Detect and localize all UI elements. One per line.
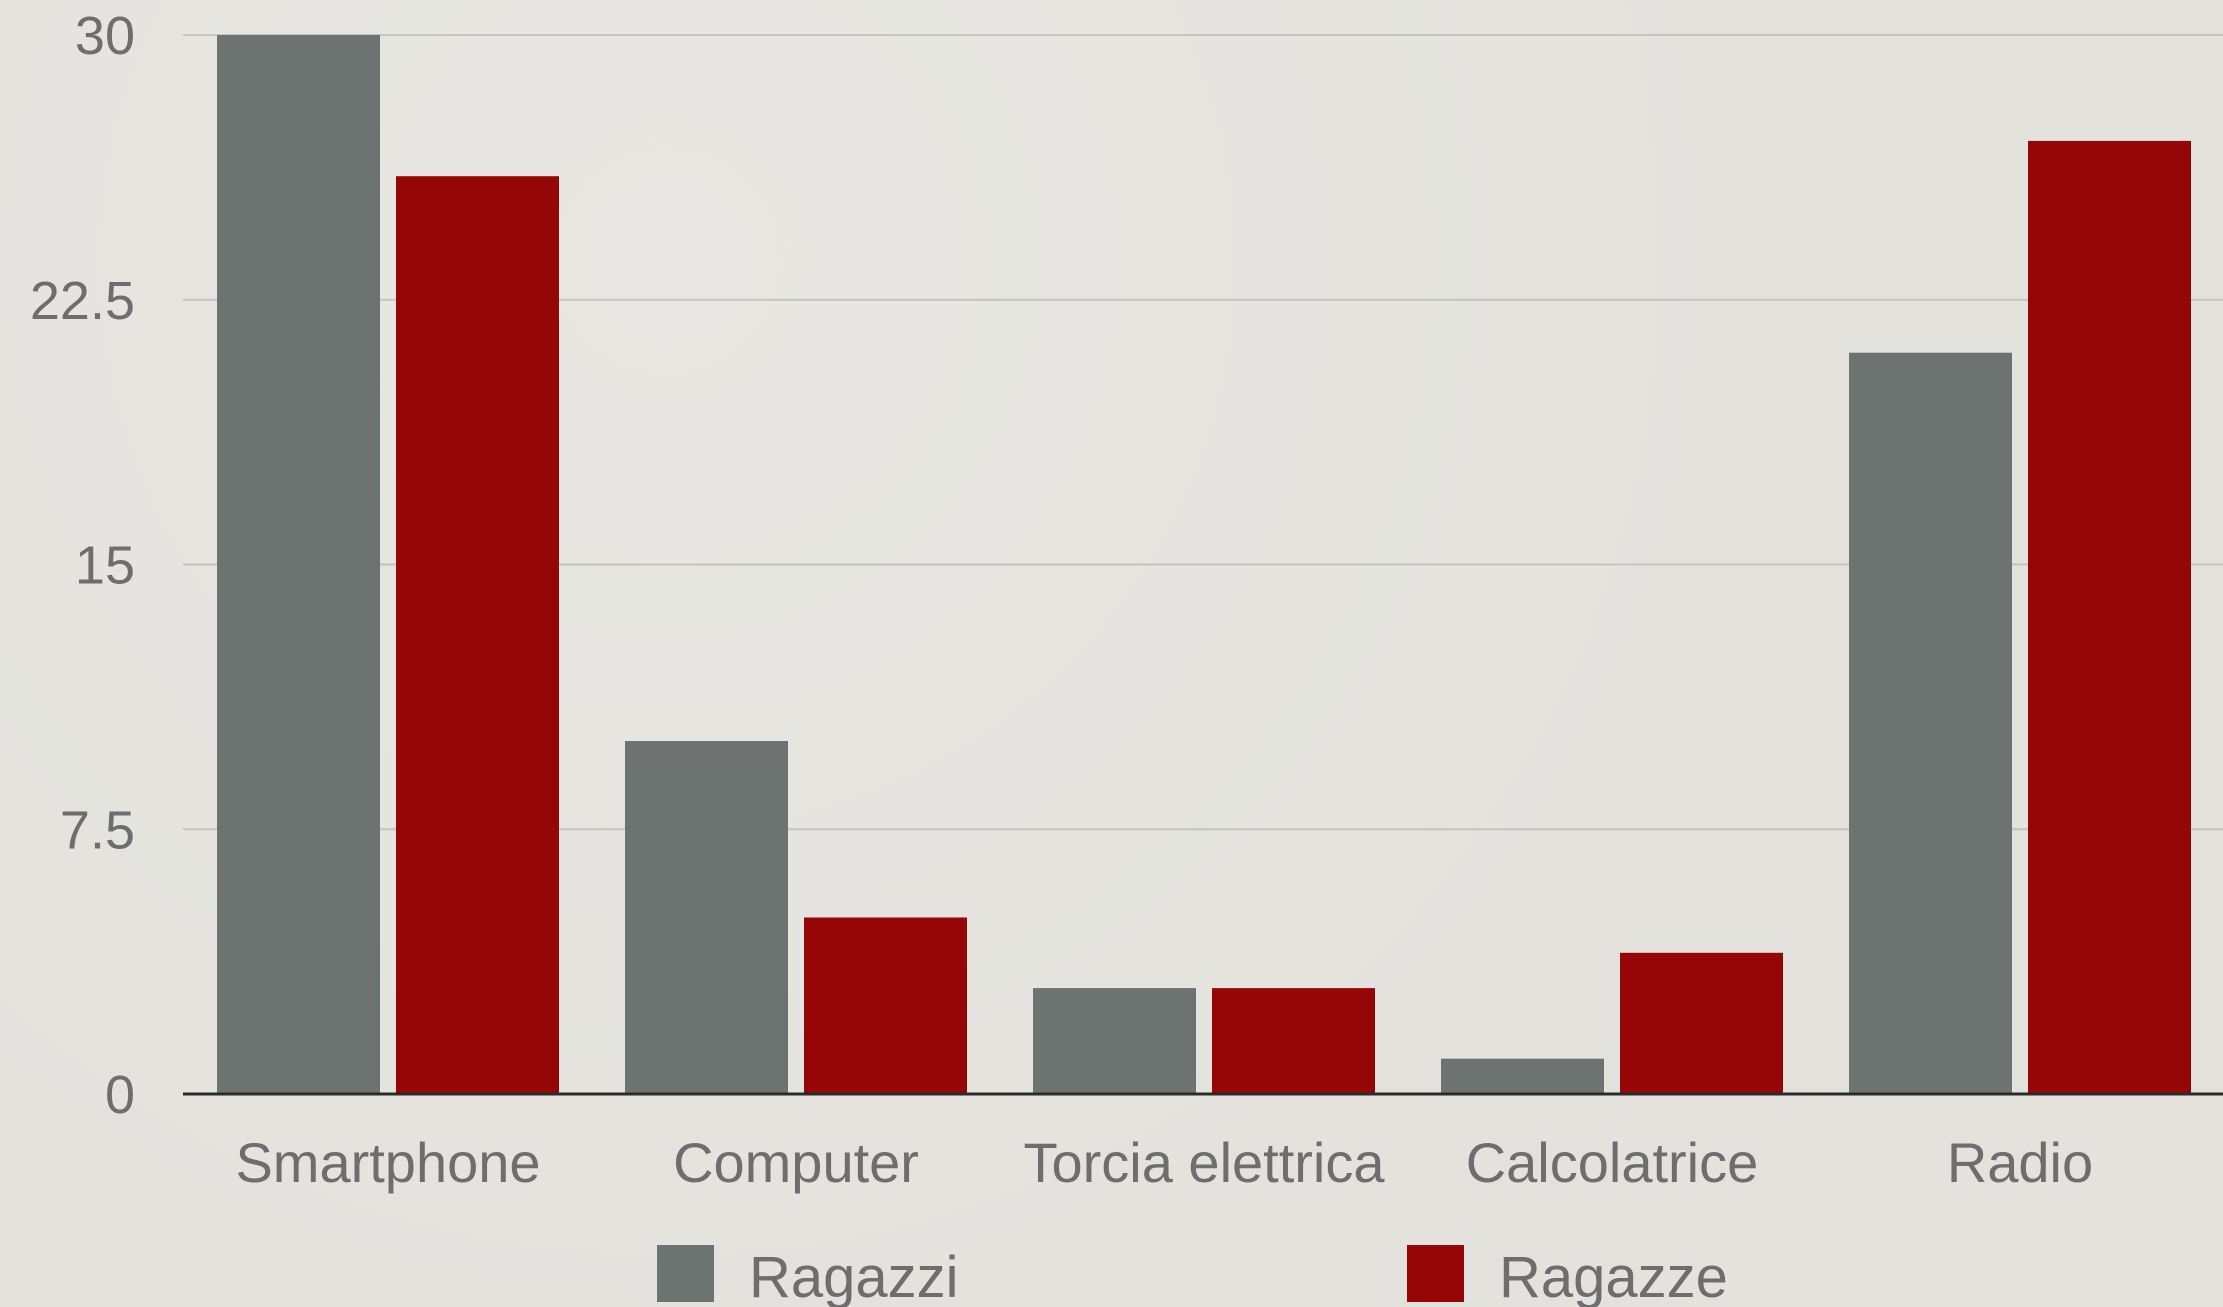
bar-ragazzi-torcia-elettrica <box>1033 988 1196 1094</box>
bar-ragazzi-calcolatrice <box>1441 1058 1604 1094</box>
bar-ragazze-smartphone <box>396 176 559 1094</box>
bars <box>217 35 2191 1094</box>
bar-ragazze-radio <box>2028 140 2191 1094</box>
bar-ragazzi-radio <box>1849 352 2012 1094</box>
bar-ragazze-torcia-elettrica <box>1212 988 1375 1094</box>
x-tick-label: Calcolatrice <box>1466 1131 1759 1194</box>
y-tick-label: 7.5 <box>60 800 135 860</box>
x-tick-label: Radio <box>1947 1131 2093 1194</box>
x-tick-label: Torcia elettrica <box>1023 1131 1385 1194</box>
bar-ragazze-calcolatrice <box>1620 952 1783 1094</box>
bar-ragazze-computer <box>804 917 967 1094</box>
y-axis-tick-labels: 0 7.5 15 22.5 30 <box>30 6 135 1125</box>
y-tick-label: 22.5 <box>30 271 135 331</box>
x-tick-label: Computer <box>673 1131 919 1194</box>
legend: Ragazzi Ragazze <box>657 1245 1728 1307</box>
legend-label-ragazze: Ragazze <box>1499 1245 1728 1307</box>
bar-ragazzi-computer <box>625 741 788 1094</box>
legend-swatch-ragazze <box>1407 1245 1464 1302</box>
legend-swatch-ragazzi <box>657 1245 714 1302</box>
y-tick-label: 30 <box>75 6 135 66</box>
legend-label-ragazzi: Ragazzi <box>749 1245 959 1307</box>
x-axis-category-labels: Smartphone Computer Torcia elettrica Calcol… <box>235 1131 2093 1194</box>
bar-ragazzi-smartphone <box>217 35 380 1094</box>
y-tick-label: 0 <box>105 1065 135 1125</box>
x-tick-label: Smartphone <box>235 1131 540 1194</box>
y-tick-label: 15 <box>75 536 135 596</box>
